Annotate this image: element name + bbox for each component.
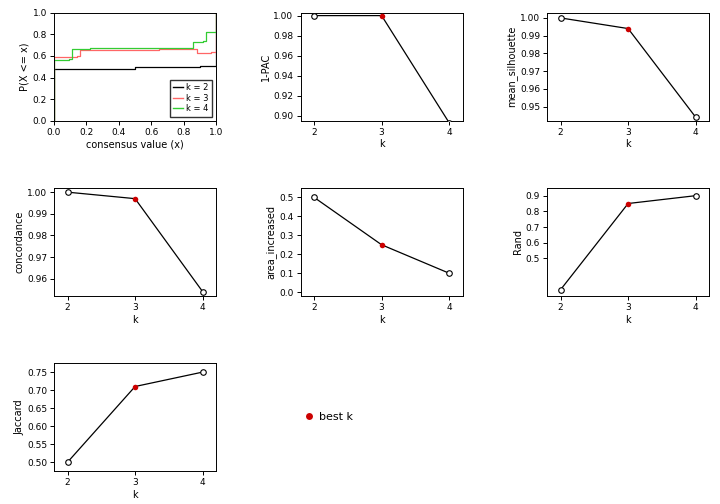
Y-axis label: mean_silhouette: mean_silhouette [506, 26, 517, 107]
Y-axis label: 1-PAC: 1-PAC [261, 52, 271, 81]
Legend: best k: best k [300, 408, 358, 426]
Legend: k = 2, k = 3, k = 4: k = 2, k = 3, k = 4 [169, 80, 212, 116]
X-axis label: k: k [132, 314, 138, 325]
X-axis label: k: k [379, 314, 384, 325]
Y-axis label: area_increased: area_increased [266, 205, 276, 279]
X-axis label: k: k [379, 140, 384, 150]
Y-axis label: concordance: concordance [14, 211, 24, 273]
Y-axis label: P(X <= x): P(X <= x) [20, 42, 30, 91]
X-axis label: k: k [625, 140, 631, 150]
X-axis label: k: k [132, 490, 138, 500]
Y-axis label: Rand: Rand [513, 229, 523, 255]
X-axis label: k: k [625, 314, 631, 325]
X-axis label: consensus value (x): consensus value (x) [86, 140, 184, 150]
Y-axis label: Jaccard: Jaccard [14, 399, 24, 435]
